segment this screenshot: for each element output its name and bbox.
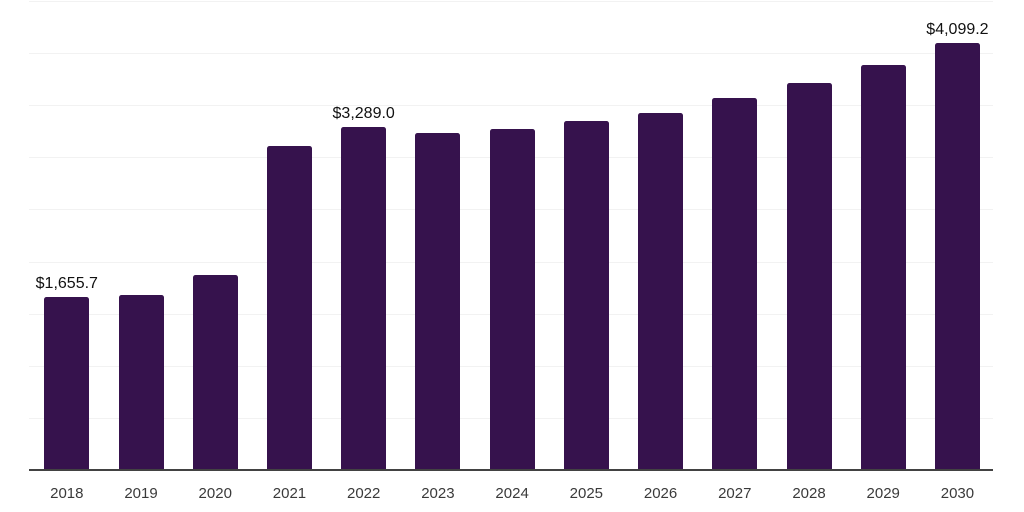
gridline-4000	[29, 53, 993, 55]
bar-2028	[786, 83, 832, 470]
x-tick-2029: 2029	[866, 485, 900, 502]
x-tick-2022: 2022	[346, 485, 381, 502]
x-tick-2026: 2026	[643, 485, 678, 502]
bar-2024	[489, 128, 535, 470]
bar-2021	[266, 146, 312, 470]
bar-2019	[118, 294, 164, 470]
bar-value-label-2030: $4,099.2	[926, 20, 989, 38]
x-tick-2024: 2024	[495, 485, 529, 502]
bar-value-label-2018: $1,655.7	[35, 275, 98, 293]
x-tick-2019: 2019	[124, 485, 158, 502]
bar-2020	[192, 275, 238, 470]
x-tick-2021: 2021	[272, 485, 307, 502]
gridline-3500	[29, 105, 993, 107]
x-tick-2023: 2023	[421, 485, 455, 502]
bar-2023	[415, 132, 461, 470]
bar-2030	[934, 42, 980, 470]
bar-2025	[563, 121, 609, 470]
bar-2029	[860, 64, 906, 470]
x-axis-line	[29, 469, 993, 471]
bar-value-label-2022: $3,289.0	[332, 105, 395, 123]
x-tick-2027: 2027	[718, 485, 752, 502]
bar-2027	[712, 98, 758, 470]
gridline-4500	[29, 1, 993, 2]
x-tick-2030: 2030	[940, 485, 975, 502]
bar-2022	[341, 127, 387, 470]
x-tick-2018: 2018	[50, 485, 84, 502]
bar-2026	[638, 113, 684, 470]
x-tick-2020: 2020	[198, 485, 232, 502]
x-tick-2025: 2025	[569, 485, 604, 502]
bar-2018	[44, 297, 90, 470]
x-tick-2028: 2028	[792, 485, 826, 502]
